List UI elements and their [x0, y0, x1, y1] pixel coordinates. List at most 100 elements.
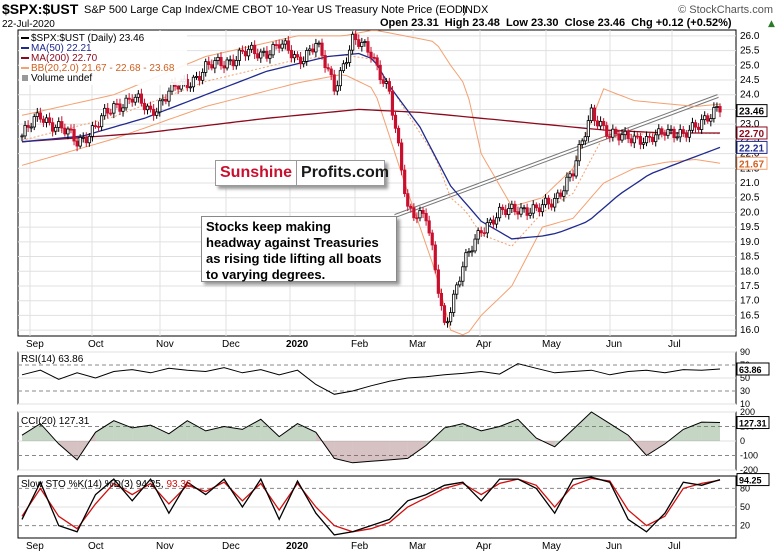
candle-body — [482, 232, 486, 235]
candle-body — [675, 136, 679, 139]
sto-label-k: Slow STO %K(14) %D(3) 94.25, — [21, 479, 166, 490]
legend-swatch-volume — [22, 75, 28, 81]
candle-body — [629, 138, 633, 144]
candle-body — [228, 59, 232, 62]
candle-body — [415, 217, 419, 220]
price-tag-label: 21.67 — [739, 159, 764, 170]
candle-body — [51, 122, 55, 132]
candle-body — [571, 173, 575, 177]
candle-body — [528, 212, 532, 216]
candle-body — [387, 81, 391, 92]
cci-fill — [683, 422, 702, 441]
cci-fill — [95, 420, 114, 441]
candle-body — [161, 98, 165, 102]
legend-ma50: MA(50) 22.21 — [31, 43, 92, 54]
candle-body — [390, 90, 395, 116]
candle-body — [277, 44, 281, 49]
candle-body — [703, 115, 707, 121]
cci-fill — [609, 423, 629, 441]
candle-body — [152, 108, 156, 116]
candle-body — [240, 49, 245, 52]
cci-fill — [444, 423, 463, 441]
candle-body — [75, 140, 79, 147]
cci-fill — [279, 423, 298, 441]
candle-body — [139, 93, 143, 104]
candle-body — [666, 129, 670, 136]
candle-body — [142, 102, 147, 111]
annotation-line-4: to varying degrees. — [206, 267, 326, 282]
indicator-tag-label: 94.25 — [739, 476, 762, 486]
candle-body — [464, 252, 468, 268]
candle-body — [158, 100, 162, 113]
candle-body — [654, 134, 658, 143]
candle-body — [295, 54, 300, 58]
candle-body — [133, 96, 137, 103]
candle-body — [384, 81, 388, 84]
rsi-plot — [21, 363, 721, 395]
rsi-line — [21, 363, 721, 395]
candle-body — [204, 61, 208, 73]
price-tick-label: 17.0 — [740, 296, 760, 307]
cci-grid — [18, 411, 736, 471]
candle-body — [684, 133, 688, 138]
candle-body — [455, 284, 459, 295]
candle-body — [614, 128, 618, 135]
candle-body — [96, 125, 101, 128]
candle-body — [700, 119, 704, 130]
candle-body — [216, 56, 220, 61]
cci-fill — [260, 419, 280, 441]
price-tag-box — [736, 140, 768, 154]
candle-body — [669, 128, 673, 131]
candle-body — [302, 60, 306, 65]
price-tick-label: 19.0 — [740, 237, 760, 248]
candle-body — [268, 54, 272, 59]
cci-plot — [21, 411, 721, 464]
candle-body — [148, 105, 153, 110]
indicator-tick-label: 200 — [740, 407, 755, 417]
price-tag-label: 22.70 — [739, 129, 764, 140]
candle-body — [23, 125, 27, 137]
candle-body — [433, 244, 437, 271]
logo-part2: Profits.com — [301, 164, 390, 181]
candle-body — [47, 117, 52, 124]
candle-body — [381, 79, 385, 84]
candle-body — [375, 57, 379, 66]
annotation-line-1: Stocks keep making — [206, 219, 331, 234]
candle-body — [693, 122, 698, 128]
candle-body — [602, 120, 606, 126]
candle-body — [632, 135, 636, 144]
annotation-line-3: as rising tide lifting all boats — [206, 251, 382, 266]
month-label: Dec — [222, 541, 240, 552]
legend: $SPX:$UST (Daily) 23.46 MA(50) 22.21 MA(… — [19, 31, 187, 85]
candle-body — [651, 136, 655, 143]
candle-body — [207, 61, 211, 66]
month-labels-bottom: Sep Oct Nov Dec 2020 Feb Mar Apr May Jun Jul — [26, 541, 681, 552]
candle-body — [476, 230, 480, 240]
candle-body — [155, 111, 159, 116]
rsi-axis: 907050301063.86 — [736, 347, 770, 409]
candle-body — [69, 128, 73, 131]
candle-body — [461, 266, 465, 282]
month-label: Jun — [606, 339, 622, 350]
indicator-tag-box — [736, 416, 770, 430]
candle-body — [130, 98, 134, 103]
candle-body — [378, 64, 382, 81]
candle-body — [393, 114, 398, 129]
month-labels-top: Sep Oct Nov Dec 2020 Feb Mar Apr May Jun Jul — [26, 339, 681, 350]
candle-body — [553, 197, 557, 208]
price-tick-label: 18.5 — [740, 252, 760, 263]
candle-body — [38, 112, 42, 120]
month-label: Feb — [351, 339, 369, 350]
candle-body — [715, 106, 719, 108]
price-tick-label: 24.0 — [740, 90, 760, 101]
price-axis: 26.025.525.024.524.023.523.022.522.021.5… — [740, 31, 760, 336]
candle-body — [638, 135, 643, 145]
candle-body — [243, 50, 248, 57]
candle-body — [347, 49, 352, 63]
candle-body — [81, 136, 85, 139]
candle-body — [44, 117, 49, 123]
legend-main: $SPX:$UST (Daily) 23.46 — [31, 33, 145, 44]
price-tick-label: 24.5 — [740, 75, 760, 86]
candle-body — [421, 210, 425, 214]
rsi-grid — [18, 351, 736, 405]
